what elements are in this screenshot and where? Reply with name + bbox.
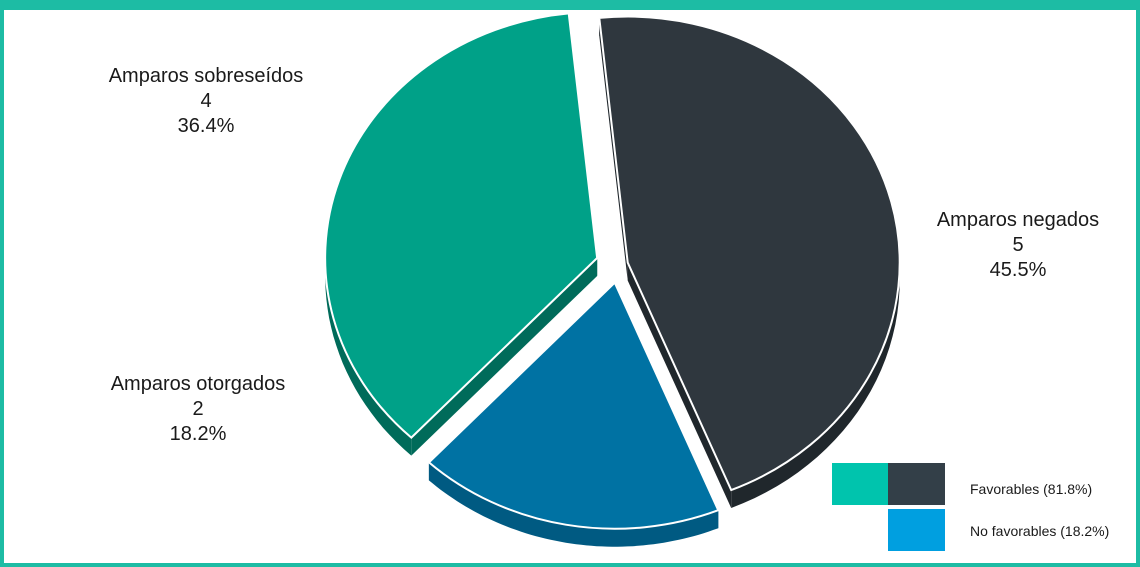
- pie-edge-amparos-negados-1: [627, 262, 732, 509]
- pie-slice-amparos-sobreseidos: [324, 12, 599, 439]
- label-otorgados-percent: 18.2%: [169, 423, 227, 445]
- label-sobreseidos-value: 4: [200, 90, 212, 112]
- label-otorgados-value: 2: [192, 398, 204, 420]
- label-amparos-sobreseidos: Amparos sobreseídos 4 36.4%: [96, 64, 316, 139]
- label-sobreseidos-percent: 36.4%: [177, 115, 235, 137]
- pie-side-amparos-otorgados: [428, 462, 719, 547]
- legend-swatch-no-favorables: [888, 509, 945, 551]
- label-negados-value: 5: [1012, 234, 1024, 256]
- legend-label-no-favorables: No favorables (18.2%): [970, 523, 1110, 539]
- legend-label-favorables: Favorables (81.8%): [970, 481, 1093, 497]
- pie-slice-amparos-negados: [598, 15, 901, 492]
- legend-swatch-favorables-dark: [888, 463, 945, 505]
- label-negados-percent: 45.5%: [989, 259, 1047, 281]
- label-negados-category: Amparos negados: [936, 209, 1100, 231]
- label-sobreseidos-category: Amparos sobreseídos: [108, 65, 304, 87]
- label-amparos-otorgados: Amparos otorgados 2 18.2%: [88, 372, 308, 447]
- label-amparos-negados: Amparos negados 5 45.5%: [918, 208, 1118, 283]
- pie-edge-amparos-sobreseidos-0: [411, 258, 598, 456]
- label-otorgados-category: Amparos otorgados: [110, 373, 286, 395]
- pie-slice-amparos-otorgados: [427, 281, 720, 530]
- legend-swatch-favorables-teal: [832, 463, 888, 505]
